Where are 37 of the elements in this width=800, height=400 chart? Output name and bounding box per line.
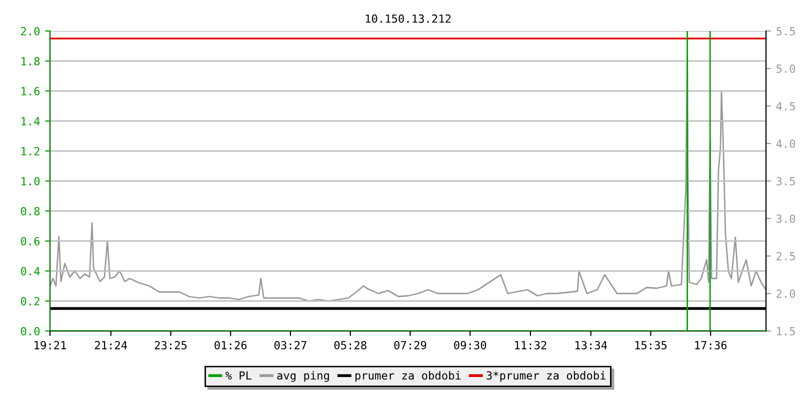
y2-tick-label: 3.5 — [776, 177, 795, 186]
legend-label: 3*prumer za obdobi — [486, 371, 606, 382]
x-tick-label: 11:32 — [515, 340, 546, 350]
y-tick-label: 0.0 — [20, 327, 40, 336]
y-tick-label: 0.4 — [20, 267, 40, 276]
y-tick-label: 1.2 — [22, 147, 40, 156]
y-tick-label: 0.6 — [20, 237, 40, 246]
x-tick-label: 17:36 — [695, 340, 727, 350]
y-tick-label: 2.0 — [21, 27, 40, 36]
y2-tick-label: 4.0 — [776, 140, 796, 148]
y2-tick-label: 5.5 — [776, 27, 795, 36]
legend-label: prumer za obdobi — [355, 371, 461, 382]
x-tick-label: 03:27 — [274, 340, 306, 350]
x-tick-label: 09:30 — [454, 340, 486, 350]
x-tick-label: 07:29 — [394, 340, 426, 350]
legend-label: % PL — [225, 371, 252, 380]
y2-tick-label: 2.5 — [776, 252, 795, 260]
x-tick-label: 13:34 — [575, 340, 608, 350]
y2-tick-label: 3.0 — [776, 214, 796, 223]
chart-title: 10.150.13.212 — [366, 14, 451, 23]
y-tick-label: 1.4 — [22, 117, 40, 126]
y2-tick-label: 2.0 — [776, 290, 796, 298]
x-tick-label: 01:26 — [214, 340, 247, 350]
y-tick-label: 1.6 — [22, 87, 40, 96]
x-tick-label: 21:24 — [94, 340, 128, 350]
y-tick-label: 1.8 — [22, 57, 40, 66]
y-tick-label: 1.0 — [22, 177, 40, 186]
y2-tick-label: 5.0 — [776, 64, 796, 73]
y2-tick-label: 4.5 — [776, 102, 795, 110]
x-tick-label: 05:28 — [334, 340, 366, 350]
x-tick-label: 19:21 — [34, 340, 66, 350]
y-tick-label: 0.2 — [20, 297, 40, 306]
y2-tick-label: 1.5 — [777, 327, 795, 336]
y-tick-label: 0.8 — [20, 207, 40, 216]
x-tick-label: 15:35 — [635, 340, 667, 350]
legend-label: avg ping — [277, 371, 329, 382]
x-tick-label: 23:25 — [154, 340, 187, 350]
